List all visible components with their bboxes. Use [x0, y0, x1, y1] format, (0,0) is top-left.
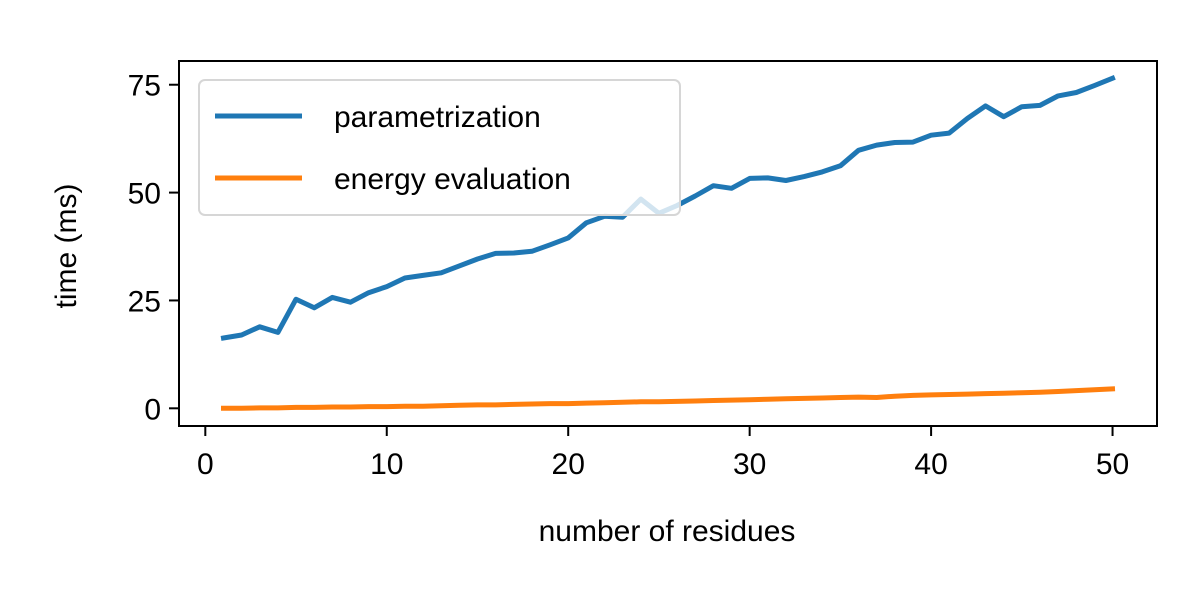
- y-axis-ticks: 0 25 50 75: [128, 70, 179, 426]
- legend-label-0: parametrization: [334, 101, 541, 134]
- y-tick-label: 75: [128, 70, 161, 103]
- x-tick-label: 10: [370, 448, 403, 481]
- x-axis-ticks: 0 10 20 30 40 50: [197, 426, 1129, 481]
- x-tick-label: 0: [197, 448, 214, 481]
- x-tick-label: 30: [733, 448, 766, 481]
- x-tick-label: 40: [914, 448, 947, 481]
- legend-box: [198, 79, 681, 216]
- y-axis-label: time (ms): [50, 184, 83, 309]
- series-line-1: [221, 386, 1116, 411]
- axes-frame: [178, 60, 1158, 427]
- legend: parametrization energy evaluation: [198, 79, 681, 216]
- legend-label-1: energy evaluation: [334, 163, 571, 196]
- x-tick-label: 50: [1096, 448, 1129, 481]
- x-axis-label: number of residues: [539, 515, 796, 548]
- x-tick-label: 20: [552, 448, 585, 481]
- y-tick-label: 50: [128, 178, 161, 211]
- y-tick-label: 0: [144, 393, 161, 426]
- y-tick-label: 25: [128, 285, 161, 318]
